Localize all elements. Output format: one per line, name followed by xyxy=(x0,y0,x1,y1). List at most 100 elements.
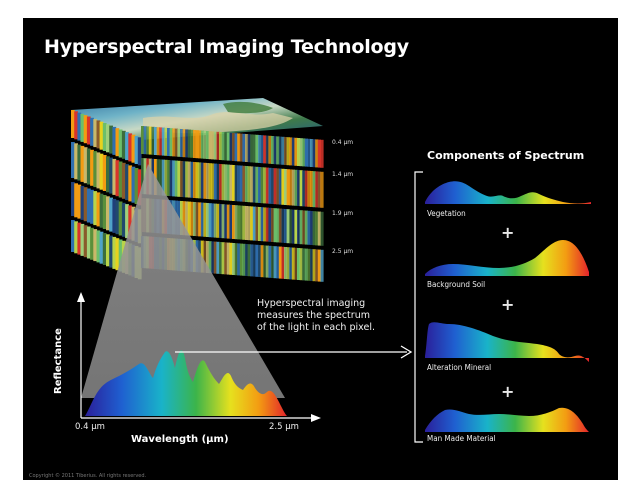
cube-side-stripe xyxy=(258,207,262,241)
cube-side-stripe xyxy=(271,246,275,278)
band-label-3: 2.5 µm xyxy=(332,248,354,255)
cube-side-stripe xyxy=(281,246,285,279)
cube-side-stripe xyxy=(245,134,249,162)
cube-front-stripe xyxy=(118,129,123,158)
cube-side-stripe xyxy=(141,158,145,194)
cube-side-stripe xyxy=(229,164,233,201)
cube-side-stripe xyxy=(208,203,212,238)
cube-side-stripe xyxy=(156,159,160,196)
cube-side-stripe xyxy=(312,139,316,168)
cube-side-stripe xyxy=(169,128,173,157)
cube-front-stripe xyxy=(93,229,98,262)
cube-side-stripe xyxy=(260,245,264,278)
cube-side-stripe xyxy=(172,160,176,197)
cube-side-stripe xyxy=(242,133,246,162)
cube-side-stripe xyxy=(250,244,254,277)
cube-side-stripe xyxy=(299,210,303,245)
cube-side-stripe xyxy=(297,210,301,244)
cube-side-stripe xyxy=(245,206,249,240)
pixel-cone xyxy=(81,164,285,398)
cube-side-stripe xyxy=(260,167,264,204)
cube-front-stripe xyxy=(90,189,94,224)
cube-side-stripe xyxy=(237,205,241,240)
cube-side-stripe xyxy=(185,201,189,236)
cube-front-stripe xyxy=(102,123,107,151)
cube-side-stripe xyxy=(234,133,238,162)
y-axis-label: Reflectance xyxy=(53,328,64,394)
soil-spectrum xyxy=(425,240,589,276)
cube-front-stripe xyxy=(118,161,123,198)
cube-side-stripe xyxy=(297,138,301,166)
cube-side-stripe xyxy=(273,168,277,205)
cube-front-stripe xyxy=(86,188,91,223)
cube-front-stripe xyxy=(121,130,126,159)
cube-side-stripe xyxy=(237,133,241,162)
cube-side-stripe xyxy=(310,211,314,245)
cube-front-stripe xyxy=(131,134,136,163)
cube-side-stripe xyxy=(190,129,194,158)
cube-front-stripe xyxy=(106,156,110,193)
cube-side-stripe xyxy=(226,204,230,239)
cube-side-stripe xyxy=(216,163,220,200)
cube-front-stripe xyxy=(93,191,98,226)
cube-front-stripe xyxy=(77,184,82,219)
cube-side-stripe xyxy=(268,207,272,242)
cube-side-stripe xyxy=(200,202,204,237)
cube-side-stripe xyxy=(250,134,254,163)
cube-side-stripe xyxy=(297,248,301,280)
cube-side-stripe xyxy=(273,208,277,243)
cube-side-stripe xyxy=(185,129,189,158)
cube-front-stripe xyxy=(109,235,113,268)
cube-top-vegetation xyxy=(223,101,273,114)
cube-front-stripe xyxy=(112,126,117,155)
cube-side-stripe xyxy=(224,164,228,201)
cube-side-stripe xyxy=(180,161,184,197)
cube-side-stripe xyxy=(141,126,145,154)
cube-side-stripe xyxy=(307,138,311,167)
cube-side-stripe xyxy=(221,242,225,275)
cube-side-stripe xyxy=(304,138,308,167)
diagram-canvas: Hyperspectral Imaging Technology 0.4 µm … xyxy=(23,18,618,480)
cube-side-stripe xyxy=(307,210,311,245)
cube-side-stripe xyxy=(271,136,275,164)
cube-front-stripe xyxy=(109,197,113,232)
cube-side-stripe xyxy=(304,210,308,245)
band-label-0: 0.4 µm xyxy=(332,139,354,146)
cube-side-stripe xyxy=(281,168,285,205)
cube-side-stripe xyxy=(242,165,246,202)
cube-side-stripe xyxy=(273,246,277,279)
cube-front-stripe xyxy=(128,205,133,240)
cube-side-stripe xyxy=(299,248,303,281)
cube-side-stripe xyxy=(239,205,243,240)
cube-side-stripe xyxy=(156,127,160,156)
cube-front-stripe xyxy=(118,239,123,272)
cube-side-stripe xyxy=(177,128,181,157)
cube-side-stripe xyxy=(278,136,282,165)
cube-front-stripe xyxy=(74,143,78,180)
cube-side-stripe xyxy=(278,246,282,279)
cube-side-stripe xyxy=(294,169,298,206)
cube-side-stripe xyxy=(291,209,295,244)
cube-front-stripe xyxy=(80,113,85,142)
cube-front-stripe xyxy=(80,145,85,182)
cube-side-stripe xyxy=(198,202,202,237)
cube-side-stripe xyxy=(213,131,217,160)
cube-front-stripe xyxy=(83,115,88,144)
cube-side-stripe xyxy=(315,249,319,282)
cube-side-stripe xyxy=(224,132,228,161)
cube-side-stripe xyxy=(200,162,204,199)
cube-side-stripe xyxy=(320,139,324,168)
cube-front-stripe xyxy=(128,133,133,162)
cube-side-stripe xyxy=(239,133,243,162)
cube-side-stripe xyxy=(276,136,280,165)
cube-front-stripe xyxy=(134,136,139,164)
cube-front-stripe xyxy=(83,147,88,184)
cube-front-stripe xyxy=(137,137,142,166)
component-label-manmade: Man Made Material xyxy=(427,434,496,443)
cube-front-stripe xyxy=(96,152,101,189)
cube-front-stripe xyxy=(90,149,94,186)
cube-front-stripe xyxy=(106,124,110,153)
page-title: Hyperspectral Imaging Technology xyxy=(44,36,409,58)
cube-side-stripe xyxy=(190,161,194,198)
cube-side-stripe xyxy=(203,162,207,199)
